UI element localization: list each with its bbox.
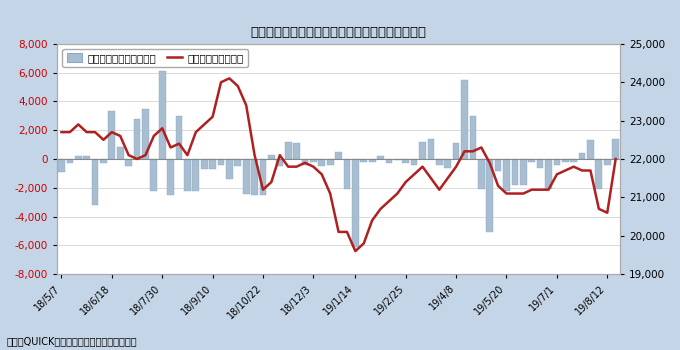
Bar bbox=[235, 159, 241, 166]
Bar bbox=[335, 152, 342, 159]
Bar bbox=[352, 159, 359, 247]
Bar bbox=[495, 159, 501, 170]
Title: 日経平均と海外投資家の売買動向の推移（週足）: 日経平均と海外投資家の売買動向の推移（週足） bbox=[250, 26, 426, 38]
Bar bbox=[293, 143, 300, 159]
Bar bbox=[243, 159, 250, 194]
Legend: 海外投資家（左：億円）, 日経平均（右：円）: 海外投資家（左：億円）, 日経平均（右：円） bbox=[63, 49, 248, 67]
Bar bbox=[343, 159, 350, 189]
Bar bbox=[545, 159, 552, 189]
Bar bbox=[226, 159, 233, 179]
Bar bbox=[453, 143, 460, 159]
Bar bbox=[411, 159, 418, 165]
Bar bbox=[369, 159, 375, 162]
Bar bbox=[218, 159, 224, 165]
Bar bbox=[184, 159, 191, 191]
Bar bbox=[268, 155, 275, 159]
Bar bbox=[58, 159, 65, 172]
Bar bbox=[327, 159, 333, 165]
Bar bbox=[251, 159, 258, 195]
Bar bbox=[562, 159, 568, 162]
Bar bbox=[461, 80, 468, 159]
Bar bbox=[175, 116, 182, 159]
Bar bbox=[587, 140, 594, 159]
Bar bbox=[503, 159, 510, 191]
Bar bbox=[394, 159, 401, 160]
Bar bbox=[596, 159, 602, 189]
Bar bbox=[67, 159, 73, 163]
Bar bbox=[209, 159, 216, 169]
Bar bbox=[117, 147, 124, 159]
Bar bbox=[604, 159, 611, 165]
Bar bbox=[92, 159, 99, 205]
Bar bbox=[318, 159, 325, 166]
Text: 出所：QUICKのデータをもとに東洋証券作成: 出所：QUICKのデータをもとに東洋証券作成 bbox=[7, 336, 137, 346]
Bar bbox=[109, 112, 115, 159]
Bar bbox=[478, 159, 485, 189]
Bar bbox=[150, 159, 157, 191]
Bar bbox=[277, 159, 283, 166]
Bar bbox=[486, 159, 493, 232]
Bar bbox=[511, 159, 518, 185]
Bar bbox=[571, 159, 577, 162]
Bar bbox=[201, 159, 207, 169]
Bar bbox=[436, 159, 443, 165]
Bar bbox=[302, 159, 308, 165]
Bar bbox=[84, 156, 90, 159]
Bar bbox=[428, 139, 435, 159]
Bar bbox=[142, 108, 149, 159]
Bar bbox=[419, 142, 426, 159]
Bar bbox=[167, 159, 174, 195]
Bar bbox=[444, 159, 451, 168]
Bar bbox=[520, 159, 526, 185]
Bar bbox=[554, 159, 560, 165]
Bar bbox=[386, 159, 392, 163]
Bar bbox=[360, 159, 367, 162]
Bar bbox=[579, 153, 585, 159]
Bar bbox=[125, 159, 132, 166]
Bar bbox=[285, 142, 292, 159]
Bar bbox=[470, 116, 476, 159]
Bar bbox=[310, 159, 317, 162]
Bar bbox=[403, 159, 409, 163]
Bar bbox=[134, 119, 140, 159]
Bar bbox=[537, 159, 543, 168]
Bar bbox=[528, 159, 535, 162]
Bar bbox=[260, 159, 267, 195]
Bar bbox=[612, 139, 619, 159]
Bar bbox=[100, 159, 107, 163]
Bar bbox=[377, 156, 384, 159]
Bar bbox=[159, 71, 166, 159]
Bar bbox=[192, 159, 199, 191]
Bar bbox=[75, 156, 82, 159]
